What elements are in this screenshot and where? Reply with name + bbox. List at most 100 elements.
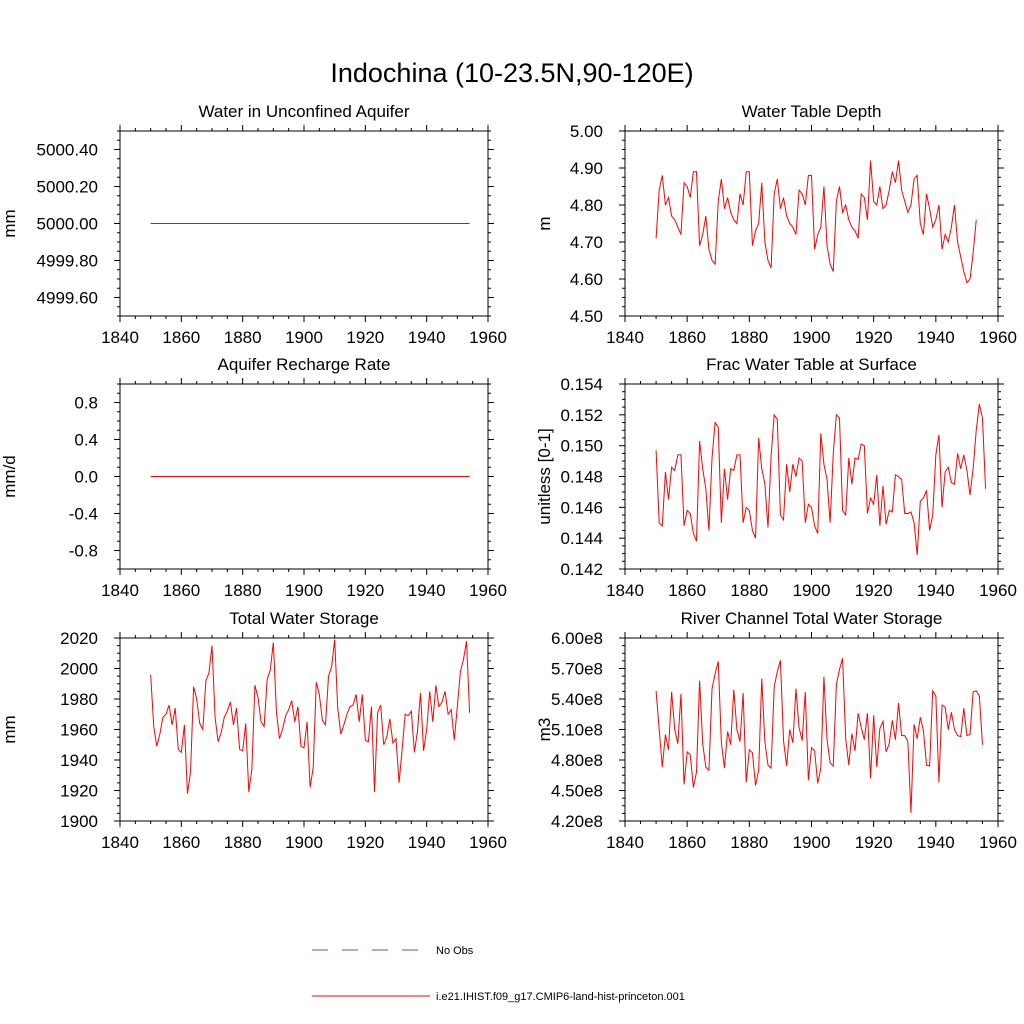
y-tick-label: 5.10e8 [551, 721, 603, 740]
x-tick-label: 1880 [224, 833, 262, 852]
x-tick-label: 1940 [917, 833, 955, 852]
y-tick-label: 5.40e8 [551, 690, 603, 709]
chart-title: Aquifer Recharge Rate [218, 355, 391, 374]
y-tick-label: 1940 [60, 751, 98, 770]
x-tick-label: 1960 [469, 581, 507, 600]
y-tick-label: 5000.40 [37, 141, 98, 160]
y-tick-label: -0.8 [69, 542, 98, 561]
y-tick-label: 4.60 [570, 270, 603, 289]
plot-frame [624, 637, 999, 822]
x-tick-label: 1960 [469, 328, 507, 347]
x-tick-label: 1920 [855, 833, 893, 852]
legend-label-model: i.e21.IHIST.f09_g17.CMIP6-land-hist-prin… [436, 991, 685, 1003]
series-line [655, 658, 983, 813]
x-tick-label: 1860 [668, 833, 706, 852]
y-tick-label: 4999.60 [37, 289, 98, 308]
chart-panel-5: Total Water Storage 1840 1860 1880 1900 1920 1… [0, 609, 507, 852]
chart-panel-2: Water Table Depth 1840 1860 1880 1900 1920 194… [535, 102, 1017, 347]
y-tick-label: 2020 [60, 629, 98, 648]
chart-title: Frac Water Table at Surface [706, 355, 917, 374]
x-tick-label: 1840 [606, 328, 644, 347]
y-tick-label: 0.150 [560, 437, 603, 456]
y-tick-label: 6.00e8 [551, 629, 603, 648]
y-tick-label: 0.144 [560, 529, 603, 548]
y-tick-label: 5000.20 [37, 178, 98, 197]
series-line [655, 403, 987, 556]
x-tick-label: 1880 [224, 581, 262, 600]
x-tick-label: 1960 [469, 833, 507, 852]
y-tick-label: 0.152 [560, 406, 603, 425]
y-tick-label: 0.142 [560, 560, 603, 579]
x-tick-label: 1880 [730, 833, 768, 852]
x-tick-label: 1920 [855, 581, 893, 600]
y-tick-label: 5.70e8 [551, 660, 603, 679]
y-tick-label: 0.4 [74, 431, 98, 450]
y-tick-label: 1980 [60, 690, 98, 709]
series-line [655, 160, 977, 284]
y-tick-label: 4999.80 [37, 252, 98, 271]
x-tick-label: 1840 [606, 581, 644, 600]
y-tick-label: 1900 [60, 812, 98, 831]
y-tick-label: -0.4 [69, 505, 98, 524]
chart-title: River Channel Total Water Storage [681, 609, 943, 628]
chart-title: Water in Unconfined Aquifer [198, 102, 409, 121]
chart-panel-4: Frac Water Table at Surface 1840 1860 1880 1… [535, 355, 1017, 600]
y-axis-label: unitless [0-1] [535, 428, 554, 524]
y-tick-label: 5000.00 [37, 215, 98, 234]
x-tick-label: 1840 [606, 833, 644, 852]
x-tick-label: 1900 [285, 833, 323, 852]
y-tick-label: 4.90 [570, 159, 603, 178]
x-tick-label: 1840 [101, 833, 139, 852]
y-axis-label: mm/d [0, 455, 19, 498]
x-tick-label: 1920 [346, 833, 384, 852]
y-tick-label: 0.154 [560, 375, 603, 394]
x-tick-label: 1840 [101, 328, 139, 347]
x-tick-label: 1920 [855, 328, 893, 347]
plot-frame [624, 383, 999, 570]
x-tick-label: 1860 [668, 328, 706, 347]
y-tick-label: 4.70 [570, 233, 603, 252]
chart-panel-1: Water in Unconfined Aquifer 1840 1860 1880 1… [0, 102, 507, 347]
x-tick-label: 1920 [346, 581, 384, 600]
x-tick-label: 1860 [162, 328, 200, 347]
plot-frame [119, 637, 489, 822]
x-tick-label: 1900 [285, 581, 323, 600]
y-axis-label: m3 [535, 718, 554, 742]
figure-title: Indochina (10-23.5N,90-120E) [330, 58, 693, 88]
y-axis-label: mm [0, 209, 19, 237]
legend: No Obs i.e21.IHIST.f09_g17.CMIP6-land-hi… [312, 945, 685, 1003]
x-tick-label: 1880 [730, 328, 768, 347]
chart-panel-3: Aquifer Recharge Rate 1840 1860 1880 1900 192… [0, 355, 507, 600]
y-tick-label: 4.50 [570, 307, 603, 326]
y-tick-label: 0.0 [74, 468, 98, 487]
x-tick-label: 1940 [917, 328, 955, 347]
x-tick-label: 1960 [979, 581, 1017, 600]
x-tick-label: 1860 [668, 581, 706, 600]
y-tick-label: 4.80 [570, 196, 603, 215]
chart-title: Total Water Storage [229, 609, 379, 628]
legend-label-no-obs: No Obs [436, 945, 474, 957]
y-axis-label: mm [0, 715, 19, 743]
x-tick-label: 1960 [979, 328, 1017, 347]
y-tick-label: 4.20e8 [551, 812, 603, 831]
y-tick-label: 0.146 [560, 498, 603, 517]
series-line [150, 639, 471, 794]
x-tick-label: 1960 [979, 833, 1017, 852]
x-tick-label: 1920 [346, 328, 384, 347]
chart-panel-6: River Channel Total Water Storage 1840 186… [535, 609, 1017, 852]
x-tick-label: 1900 [285, 328, 323, 347]
x-tick-label: 1860 [162, 833, 200, 852]
x-tick-label: 1900 [793, 581, 831, 600]
x-tick-label: 1940 [408, 833, 446, 852]
x-tick-label: 1880 [730, 581, 768, 600]
y-tick-label: 2000 [60, 660, 98, 679]
x-tick-label: 1940 [408, 581, 446, 600]
y-tick-label: 1920 [60, 782, 98, 801]
y-axis-label: m [535, 216, 554, 230]
x-tick-label: 1900 [793, 328, 831, 347]
y-tick-label: 4.80e8 [551, 751, 603, 770]
x-tick-label: 1840 [101, 581, 139, 600]
x-tick-label: 1880 [224, 328, 262, 347]
y-tick-label: 0.8 [74, 394, 98, 413]
